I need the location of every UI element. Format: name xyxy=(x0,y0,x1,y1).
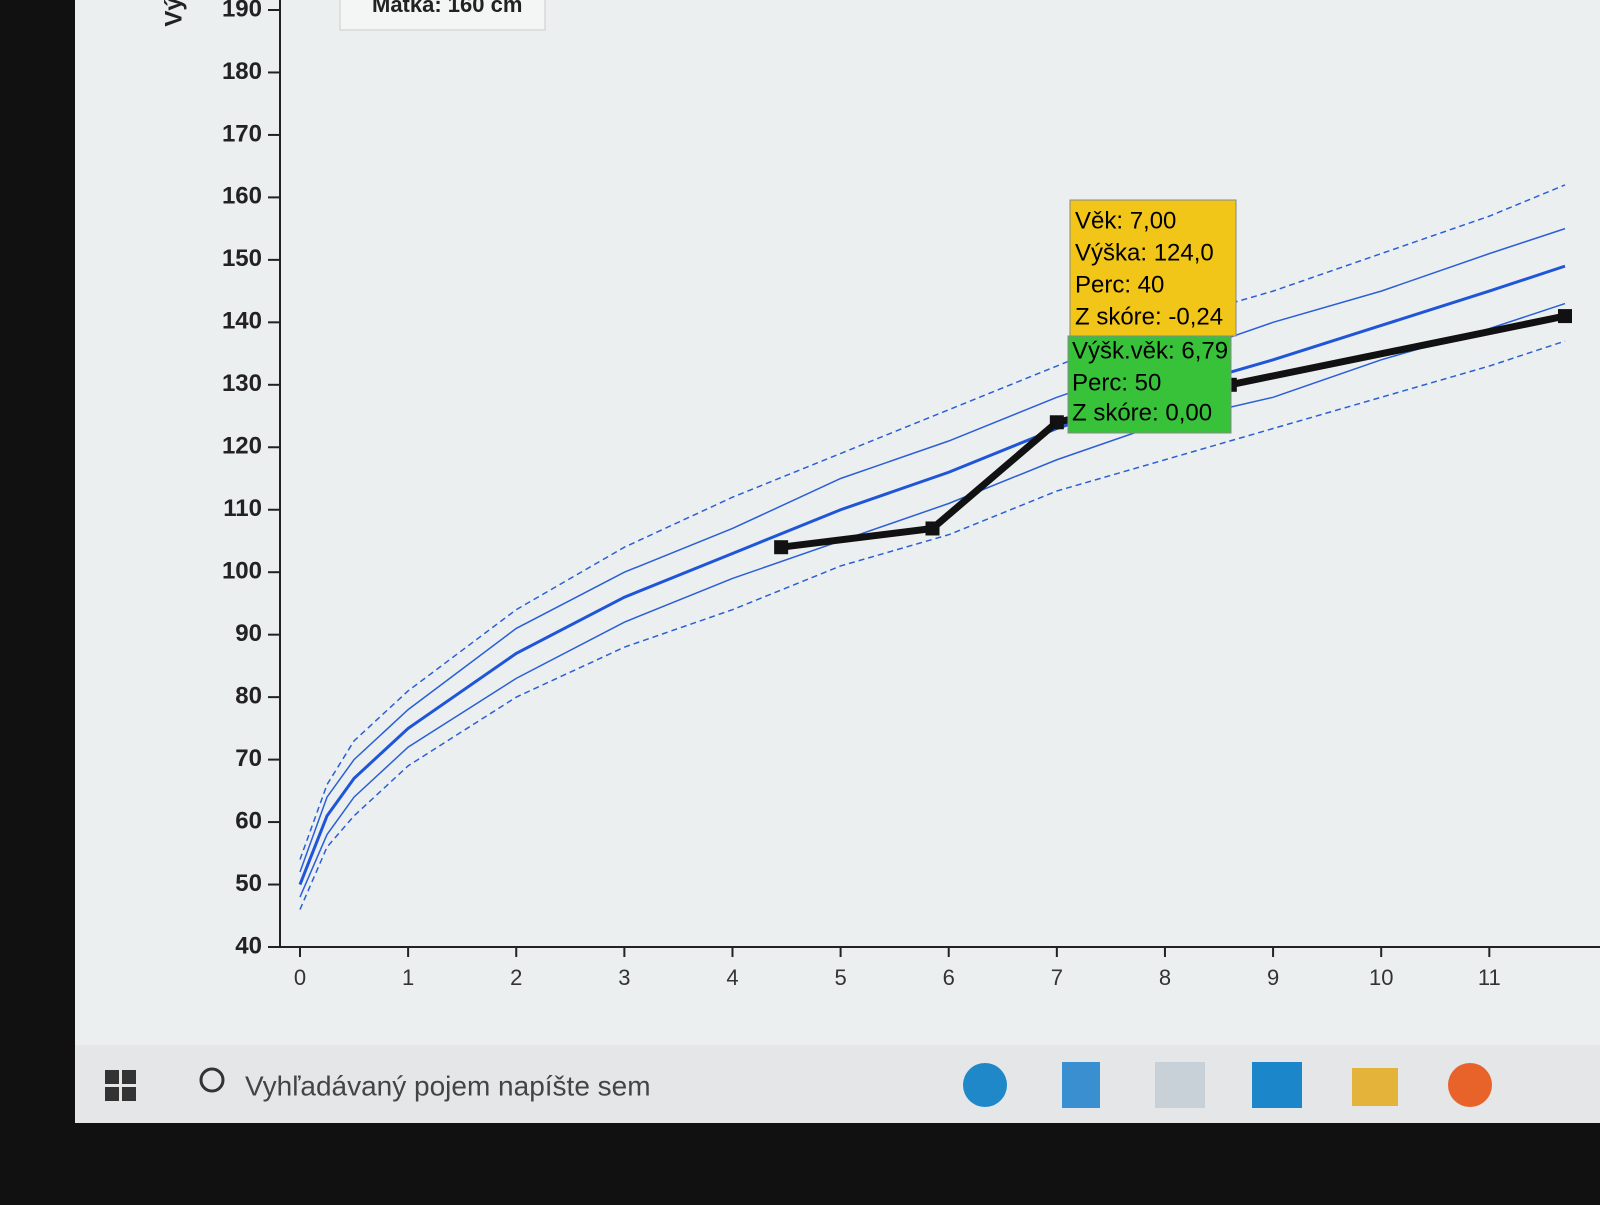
start-icon[interactable] xyxy=(122,1087,136,1101)
x-tick-label: 3 xyxy=(618,965,630,990)
tooltip-text: Z skóre: -0,24 xyxy=(1075,303,1223,330)
tooltip-yellow xyxy=(1069,199,1237,337)
y-tick-label: 80 xyxy=(235,682,262,709)
tooltip-text: Z skóre: 0,00 xyxy=(1072,399,1212,426)
folder-icon[interactable] xyxy=(1352,1068,1398,1106)
plot: 4050607080901001101201301401501601701801… xyxy=(222,0,1600,990)
y-tick-label: 70 xyxy=(235,745,262,772)
calc-icon[interactable] xyxy=(1062,1062,1100,1108)
tooltip-text: Věk: 7,00 xyxy=(1075,207,1176,234)
data-point xyxy=(774,540,789,555)
y-tick-label: 190 xyxy=(222,0,262,22)
y-tick-label: 110 xyxy=(223,495,262,522)
x-tick-label: 0 xyxy=(294,965,306,990)
y-tick-label: 100 xyxy=(222,558,262,585)
data-point xyxy=(925,521,940,536)
tooltip-text: Perc: 40 xyxy=(1075,271,1164,298)
tooltip-text: Výška: 124,0 xyxy=(1075,239,1214,266)
y-tick-label: 90 xyxy=(235,620,262,647)
data-point xyxy=(1049,415,1064,430)
x-tick-label: 5 xyxy=(834,965,846,990)
edge-icon[interactable] xyxy=(963,1063,1007,1107)
y-tick-label: 60 xyxy=(235,807,262,834)
y-tick-label: 50 xyxy=(235,870,262,897)
firefox-icon[interactable] xyxy=(1448,1063,1492,1107)
tooltip-text: Perc: 50 xyxy=(1072,369,1161,396)
tooltip: Věk: 7,00 Výška: 124,0 Perc: 40 Z skóre:… xyxy=(1067,199,1237,434)
app-icon[interactable] xyxy=(1155,1062,1205,1108)
x-tick-label: 10 xyxy=(1369,965,1393,990)
legend-box xyxy=(339,0,546,31)
series-line xyxy=(299,184,1566,860)
taskbar xyxy=(75,1045,1600,1123)
series-line xyxy=(299,340,1566,910)
x-tick-label: 4 xyxy=(726,965,738,990)
app-icon[interactable] xyxy=(1252,1062,1302,1108)
tooltip-green xyxy=(1067,335,1232,434)
y-tick-label: 130 xyxy=(222,370,262,397)
search-icon xyxy=(199,1067,225,1093)
start-icon[interactable] xyxy=(105,1087,119,1101)
y-tick-label: 120 xyxy=(222,433,262,460)
x-tick-label: 11 xyxy=(1478,965,1501,990)
y-tick-label: 160 xyxy=(222,183,262,210)
y-tick-label: 40 xyxy=(235,932,262,959)
y-tick-label: 170 xyxy=(222,120,262,147)
tooltip-text: Výšk.věk: 6,79 xyxy=(1072,337,1228,364)
series-line xyxy=(299,227,1566,873)
y-tick-label: 150 xyxy=(222,245,262,272)
x-tick-label: 1 xyxy=(402,965,414,990)
x-tick-label: 2 xyxy=(510,965,522,990)
y-axis-label: Vý xyxy=(160,0,187,27)
x-tick-label: 7 xyxy=(1051,965,1063,990)
data-point xyxy=(1558,309,1572,324)
chart-background xyxy=(75,0,1600,1045)
series-line xyxy=(298,264,1566,886)
x-tick-label: 8 xyxy=(1159,965,1171,990)
start-icon[interactable] xyxy=(122,1070,136,1084)
x-tick-label: 9 xyxy=(1267,965,1279,990)
y-tick-label: 140 xyxy=(222,308,262,335)
legend-text: Matka: 160 cm xyxy=(372,0,522,17)
start-icon[interactable] xyxy=(105,1070,119,1084)
search-box[interactable]: Vyhľadávaný pojem napíšte sem xyxy=(245,1070,651,1101)
y-tick-label: 180 xyxy=(222,58,262,85)
x-tick-label: 6 xyxy=(943,965,955,990)
